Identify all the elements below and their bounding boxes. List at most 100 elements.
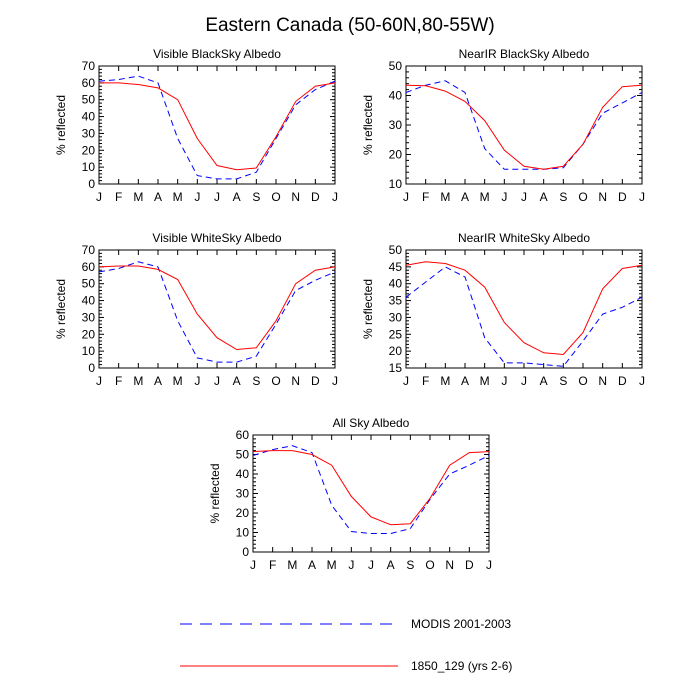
y-tick-label: 60 [82,260,96,274]
y-tick-label: 20 [389,344,403,358]
x-tick-label: J [368,558,374,572]
y-tick-label: 40 [82,294,96,308]
y-tick-label: 35 [389,294,403,308]
data-point-model [157,268,159,270]
data-point-modis [483,147,485,149]
data-point-modis [621,306,623,308]
y-tick-label: 30 [82,310,96,324]
x-tick-label: J [332,374,338,388]
data-point-model [176,99,178,101]
data-point-model [405,84,407,86]
y-tick-label: 20 [236,506,250,520]
x-tick-label: O [425,558,434,572]
data-point-model [448,464,450,466]
data-point-modis [503,168,505,170]
data-point-model [157,87,159,89]
data-point-modis [601,112,603,114]
data-point-model [582,143,584,145]
data-point-model [523,342,525,344]
x-tick-label: M [173,374,183,388]
data-point-model [424,85,426,87]
data-point-model [582,331,584,333]
x-tick-label: J [501,190,507,204]
y-tick-label: 0 [242,545,249,559]
x-tick-label: J [521,374,527,388]
legend-label-model: 1850_129 (yrs 2-6) [411,659,512,673]
data-point-modis [488,454,490,456]
y-tick-label: 10 [389,177,403,191]
series-line-modis [405,266,643,367]
data-point-modis [334,271,336,273]
data-point-modis [424,281,426,283]
x-tick-label: J [194,374,200,388]
y-tick-label: 15 [389,361,403,375]
x-tick-label: J [348,558,354,572]
data-point-modis [405,296,407,298]
data-point-modis [117,78,119,80]
x-tick-label: M [133,374,143,388]
data-point-modis [255,171,257,173]
x-tick-label: J [332,190,338,204]
data-point-model [117,82,119,84]
data-point-modis [176,137,178,139]
data-point-model [350,495,352,497]
y-tick-label: 70 [82,243,96,257]
data-point-model [216,336,218,338]
data-point-model [483,286,485,288]
y-tick-label: 50 [82,277,96,291]
data-point-model [334,266,336,268]
x-tick-label: O [578,190,587,204]
data-point-modis [641,296,643,298]
data-point-model [275,320,277,322]
data-point-model [468,451,470,453]
data-point-model [601,106,603,108]
series-line-modis [98,75,336,180]
panel-title: NearIR WhiteSky Albedo [458,231,590,245]
x-tick-label: M [133,190,143,204]
y-tick-label: 60 [236,428,250,442]
legend-label-modis: MODIS 2001-2003 [411,617,511,631]
data-point-modis [523,168,525,170]
y-tick-label: 50 [236,448,250,462]
data-point-model [137,265,139,267]
x-tick-label: D [618,190,627,204]
y-tick-label: 25 [389,327,403,341]
series-line-modis [98,261,336,363]
x-tick-label: M [287,558,297,572]
y-tick-label: 20 [82,143,96,157]
data-point-model [255,167,257,169]
x-tick-label: J [96,190,102,204]
data-point-model [117,265,119,267]
data-point-model [429,497,431,499]
data-point-model [176,278,178,280]
data-point-modis [542,363,544,365]
y-tick-label: 30 [389,310,403,324]
data-point-model [641,84,643,86]
y-tick-label: 40 [82,110,96,124]
x-tick-label: O [578,374,587,388]
series-line-model [98,265,336,351]
x-tick-label: M [440,374,450,388]
data-point-modis [252,454,254,456]
data-point-model [409,523,411,525]
x-tick-label: N [291,374,300,388]
x-tick-label: N [291,190,300,204]
data-point-modis [444,80,446,82]
y-axis-label: % reflected [361,279,375,339]
data-point-modis [389,532,391,534]
x-tick-label: S [252,190,260,204]
plot-frame [405,249,643,369]
y-tick-label: 20 [82,327,96,341]
y-tick-label: 10 [82,344,96,358]
y-tick-label: 10 [82,160,96,174]
data-point-model [621,267,623,269]
data-point-modis [314,279,316,281]
series-line-model [99,82,336,171]
data-point-model [334,82,336,84]
y-tick-label: 50 [389,243,403,257]
data-point-model [424,261,426,263]
data-point-modis [235,178,237,180]
